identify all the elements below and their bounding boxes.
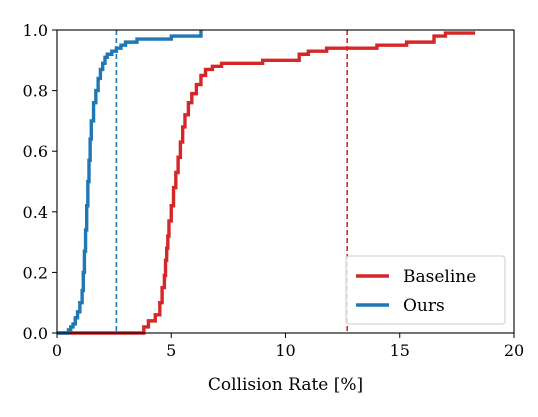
y-tick-label: 0.0	[23, 324, 48, 343]
legend-label-ours: Ours	[403, 296, 445, 316]
x-axis-label: Collision Rate [%]	[208, 375, 363, 395]
y-tick-label: 0.8	[23, 82, 48, 101]
reference-lines	[115, 30, 348, 333]
y-tick-label: 1.0	[23, 21, 48, 40]
x-tick-label: 15	[390, 341, 410, 360]
series-lines	[57, 30, 476, 335]
x-tick-label: 20	[504, 341, 524, 360]
legend: Baseline Ours	[345, 255, 506, 325]
legend-box	[345, 255, 506, 325]
y-tick-label: 0.4	[23, 203, 48, 222]
x-tick-label: 0	[52, 341, 62, 360]
y-tick-label: 0.2	[23, 263, 48, 282]
y-axis-ticks: 0.0 0.2 0.4 0.6 0.8 1.0	[23, 21, 57, 343]
x-tick-label: 5	[166, 341, 176, 360]
legend-label-baseline: Baseline	[403, 267, 476, 287]
x-axis-ticks: 0 5 10 15 20	[52, 333, 524, 360]
series-line-baseline	[57, 31, 476, 335]
x-tick-label: 10	[275, 341, 295, 360]
series-line-ours	[57, 30, 203, 335]
y-tick-label: 0.6	[23, 142, 48, 161]
